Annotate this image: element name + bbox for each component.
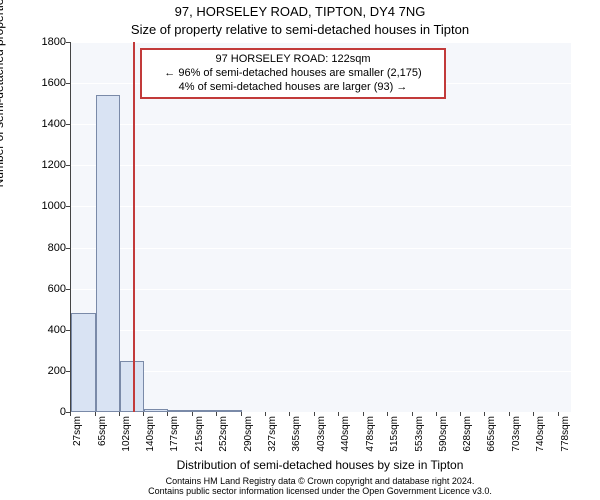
- chart-title-sub: Size of property relative to semi-detach…: [0, 22, 600, 37]
- y-tick-mark: [66, 124, 70, 125]
- footer-line1: Contains HM Land Registry data © Crown c…: [166, 476, 475, 486]
- y-tick-label: 1000: [26, 200, 66, 212]
- gridline: [71, 289, 571, 290]
- x-tick-label: 553sqm: [414, 416, 425, 466]
- gridline: [71, 206, 571, 207]
- y-tick-mark: [66, 371, 70, 372]
- y-tick-mark: [66, 165, 70, 166]
- y-tick-label: 1200: [26, 159, 66, 171]
- annotation-line1: 97 HORSELEY ROAD: 122sqm: [148, 53, 438, 67]
- gridline: [71, 248, 571, 249]
- x-tick-mark: [95, 412, 96, 416]
- footer-line2: Contains public sector information licen…: [148, 486, 492, 496]
- gridline: [71, 371, 571, 372]
- x-tick-label: 327sqm: [267, 416, 278, 466]
- x-tick-label: 403sqm: [316, 416, 327, 466]
- x-tick-mark: [558, 412, 559, 416]
- gridline: [71, 330, 571, 331]
- histogram-bar: [168, 410, 193, 412]
- property-marker-line: [133, 42, 135, 412]
- x-tick-mark: [412, 412, 413, 416]
- y-tick-mark: [66, 289, 70, 290]
- x-tick-label: 27sqm: [72, 416, 83, 466]
- x-tick-label: 65sqm: [97, 416, 108, 466]
- x-tick-mark: [533, 412, 534, 416]
- x-tick-mark: [241, 412, 242, 416]
- x-tick-label: 215sqm: [194, 416, 205, 466]
- gridline: [71, 165, 571, 166]
- y-tick-label: 1400: [26, 118, 66, 130]
- y-tick-mark: [66, 42, 70, 43]
- histogram-bar: [96, 95, 120, 412]
- x-tick-mark: [119, 412, 120, 416]
- x-tick-label: 177sqm: [169, 416, 180, 466]
- gridline: [71, 42, 571, 43]
- histogram-bar: [217, 410, 242, 412]
- x-tick-mark: [363, 412, 364, 416]
- gridline: [71, 124, 571, 125]
- x-tick-mark: [314, 412, 315, 416]
- x-tick-mark: [265, 412, 266, 416]
- annotation-line2: ← 96% of semi-detached houses are smalle…: [148, 67, 438, 81]
- x-tick-label: 590sqm: [438, 416, 449, 466]
- y-axis-label: Number of semi-detached properties: [0, 0, 6, 230]
- y-tick-label: 800: [26, 242, 66, 254]
- histogram-bar: [71, 313, 96, 412]
- x-tick-mark: [509, 412, 510, 416]
- y-tick-label: 1800: [26, 36, 66, 48]
- x-tick-label: 515sqm: [389, 416, 400, 466]
- x-tick-label: 665sqm: [486, 416, 497, 466]
- x-tick-label: 628sqm: [462, 416, 473, 466]
- x-tick-label: 102sqm: [121, 416, 132, 466]
- x-tick-label: 365sqm: [291, 416, 302, 466]
- x-tick-label: 740sqm: [535, 416, 546, 466]
- y-tick-mark: [66, 248, 70, 249]
- x-tick-mark: [216, 412, 217, 416]
- chart-title-address: 97, HORSELEY ROAD, TIPTON, DY4 7NG: [0, 4, 600, 19]
- histogram-bar: [144, 409, 168, 412]
- x-tick-label: 252sqm: [218, 416, 229, 466]
- x-tick-mark: [387, 412, 388, 416]
- x-tick-mark: [70, 412, 71, 416]
- x-tick-label: 290sqm: [243, 416, 254, 466]
- x-tick-mark: [436, 412, 437, 416]
- chart-footer: Contains HM Land Registry data © Crown c…: [70, 476, 570, 497]
- histogram-bar: [193, 410, 217, 412]
- y-tick-mark: [66, 330, 70, 331]
- y-tick-label: 400: [26, 324, 66, 336]
- annotation-line3: 4% of semi-detached houses are larger (9…: [148, 81, 438, 95]
- y-tick-label: 200: [26, 365, 66, 377]
- y-tick-label: 1600: [26, 77, 66, 89]
- x-tick-label: 778sqm: [560, 416, 571, 466]
- gridline: [71, 412, 571, 413]
- x-tick-label: 440sqm: [340, 416, 351, 466]
- y-tick-mark: [66, 206, 70, 207]
- x-tick-label: 703sqm: [511, 416, 522, 466]
- x-tick-label: 140sqm: [145, 416, 156, 466]
- x-tick-label: 478sqm: [365, 416, 376, 466]
- y-tick-label: 0: [26, 406, 66, 418]
- x-tick-mark: [192, 412, 193, 416]
- annotation-box: 97 HORSELEY ROAD: 122sqm← 96% of semi-de…: [140, 48, 446, 99]
- y-tick-mark: [66, 83, 70, 84]
- y-tick-label: 600: [26, 283, 66, 295]
